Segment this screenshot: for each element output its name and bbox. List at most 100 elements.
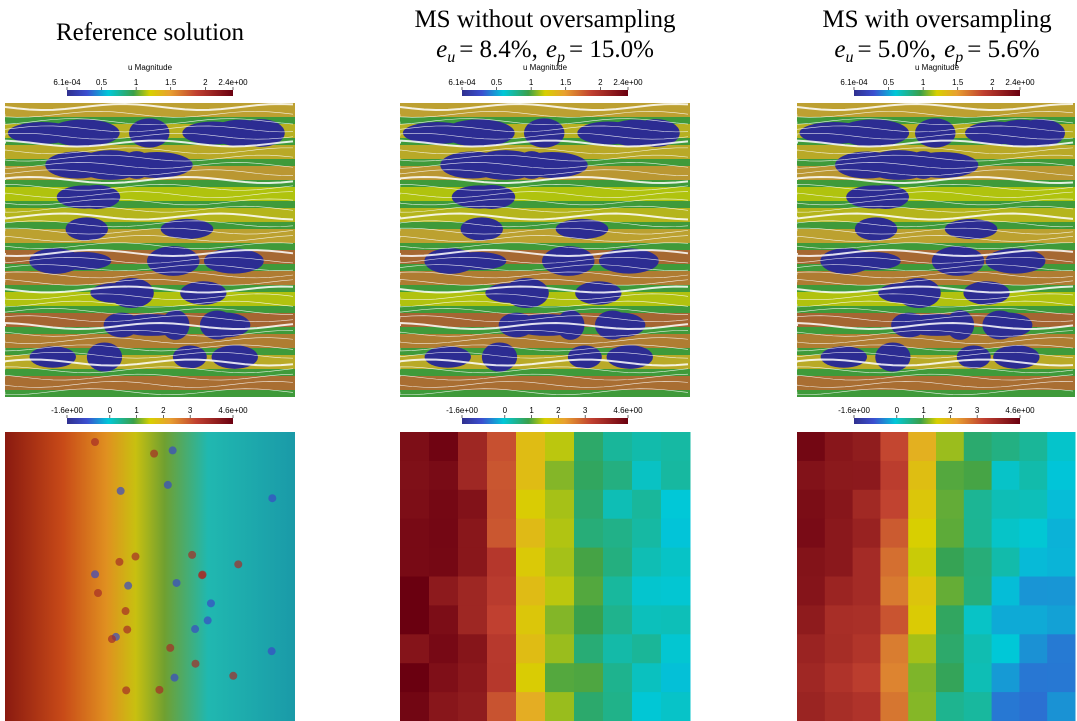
pressure-cell <box>516 605 546 635</box>
vortex <box>161 310 190 340</box>
streamline <box>400 337 689 344</box>
pressure-cell <box>936 663 965 693</box>
pressure-cell <box>1047 460 1076 491</box>
colorbar-tick-label: 2 <box>161 406 166 415</box>
vortex <box>211 119 269 147</box>
streamline <box>400 169 689 176</box>
pressure-cell <box>1019 634 1048 664</box>
pressure-cell <box>852 692 881 721</box>
streamline <box>5 300 294 308</box>
pressure-spot <box>121 607 130 616</box>
streamline <box>400 373 689 381</box>
pressure-cell <box>880 663 909 693</box>
vortex <box>891 312 927 338</box>
pressure-cell <box>632 692 662 721</box>
vortex <box>606 119 664 147</box>
pressure-cell <box>400 489 430 520</box>
pressure-cell <box>1019 489 1048 520</box>
vortex <box>539 155 582 175</box>
pressure-cell <box>516 663 546 693</box>
pressure-cell <box>516 518 546 549</box>
pressure-cell <box>487 692 517 721</box>
streamline <box>400 139 689 148</box>
streamline <box>797 205 1074 213</box>
colorbar-tick-label: 2.4e+00 <box>218 78 248 87</box>
streamline <box>5 330 294 337</box>
streamline <box>797 249 1074 258</box>
streamline <box>797 132 1074 140</box>
streamline <box>5 162 294 169</box>
pressure-cell <box>1047 692 1076 721</box>
pressure-cell <box>1047 576 1076 606</box>
colorbar-tick-label: 6.1e-04 <box>53 78 81 87</box>
streamline <box>400 358 689 367</box>
streamline <box>797 358 1074 367</box>
pressure-cell <box>458 692 488 721</box>
pressure-cell <box>661 518 691 549</box>
streamline <box>400 271 689 279</box>
pressure-cell <box>936 605 965 635</box>
streamline <box>5 285 294 294</box>
colorbar <box>854 90 1020 96</box>
pressure-cell <box>880 460 909 491</box>
pressure-cell <box>824 634 854 664</box>
colorbar-tick-label: 2.4e+00 <box>1005 78 1035 87</box>
vortex <box>820 346 868 368</box>
pressure-spot <box>203 616 212 625</box>
streamline <box>797 118 1074 125</box>
pressure-cell <box>824 576 854 606</box>
pressure-cell <box>908 432 937 462</box>
pressure-cell <box>487 576 517 606</box>
streamline <box>797 147 1074 155</box>
pressure-cell <box>797 576 826 606</box>
panel-title: MS with oversampling <box>822 6 1052 33</box>
streamline <box>400 111 689 118</box>
error-symbol: e <box>546 36 557 63</box>
streamline <box>400 118 689 125</box>
pressure-cell <box>545 605 575 635</box>
streamline <box>797 351 1074 359</box>
streamline <box>400 381 689 388</box>
pressure-cell <box>574 576 604 606</box>
vortex <box>65 217 108 241</box>
pressure-cell <box>603 518 633 549</box>
vortex <box>424 346 471 368</box>
pressure-cell <box>545 432 575 462</box>
vortex <box>594 310 631 340</box>
pressure-cell <box>603 489 633 520</box>
colorbar <box>462 90 628 96</box>
pressure-cell <box>545 547 575 577</box>
pressure-cell <box>545 489 575 520</box>
pressure-cell <box>400 692 430 721</box>
colorbar <box>462 418 628 424</box>
pressure-cell <box>487 518 517 549</box>
streamline <box>797 366 1074 374</box>
field-band <box>400 187 690 201</box>
streamline <box>797 191 1074 198</box>
pressure-cell <box>936 518 965 549</box>
streamline <box>797 257 1074 264</box>
streamline <box>400 351 689 359</box>
streamline <box>400 191 689 198</box>
pressure-spot <box>191 659 200 668</box>
streamline <box>5 351 294 359</box>
pressure-spot <box>94 588 103 597</box>
streamline <box>400 176 689 184</box>
pressure-cell <box>574 605 604 635</box>
colorbar-tick-label: 1 <box>529 78 534 87</box>
streamline <box>797 220 1074 228</box>
streamline <box>5 373 294 381</box>
pressure-cell <box>1019 432 1048 462</box>
field-band <box>400 271 690 285</box>
vortex <box>946 310 975 340</box>
vortex <box>542 246 595 276</box>
streamline <box>400 125 689 133</box>
pressure-cell <box>661 576 691 606</box>
colorbar-tick-label: 3 <box>975 406 980 415</box>
pressure-cell <box>963 605 993 635</box>
pressure-cell <box>824 460 854 491</box>
pressure-spot <box>124 581 133 590</box>
pressure-spot <box>191 625 200 634</box>
streamline <box>797 315 1074 322</box>
pressure-cell <box>516 489 546 520</box>
